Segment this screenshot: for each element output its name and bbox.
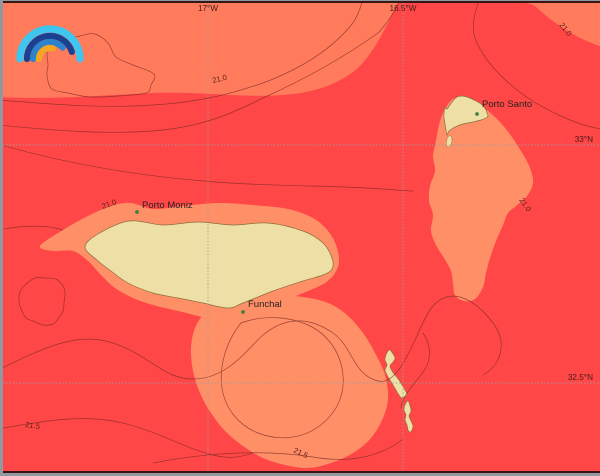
svg-text:Porto Santo: Porto Santo (482, 99, 532, 110)
svg-text:32.5°N: 32.5°N (568, 373, 593, 382)
svg-text:16.5°W: 16.5°W (390, 4, 417, 13)
svg-text:Porto Moniz: Porto Moniz (142, 200, 193, 211)
svg-text:33°N: 33°N (575, 135, 593, 144)
svg-text:17°W: 17°W (198, 4, 218, 13)
svg-text:Funchal: Funchal (248, 299, 282, 310)
